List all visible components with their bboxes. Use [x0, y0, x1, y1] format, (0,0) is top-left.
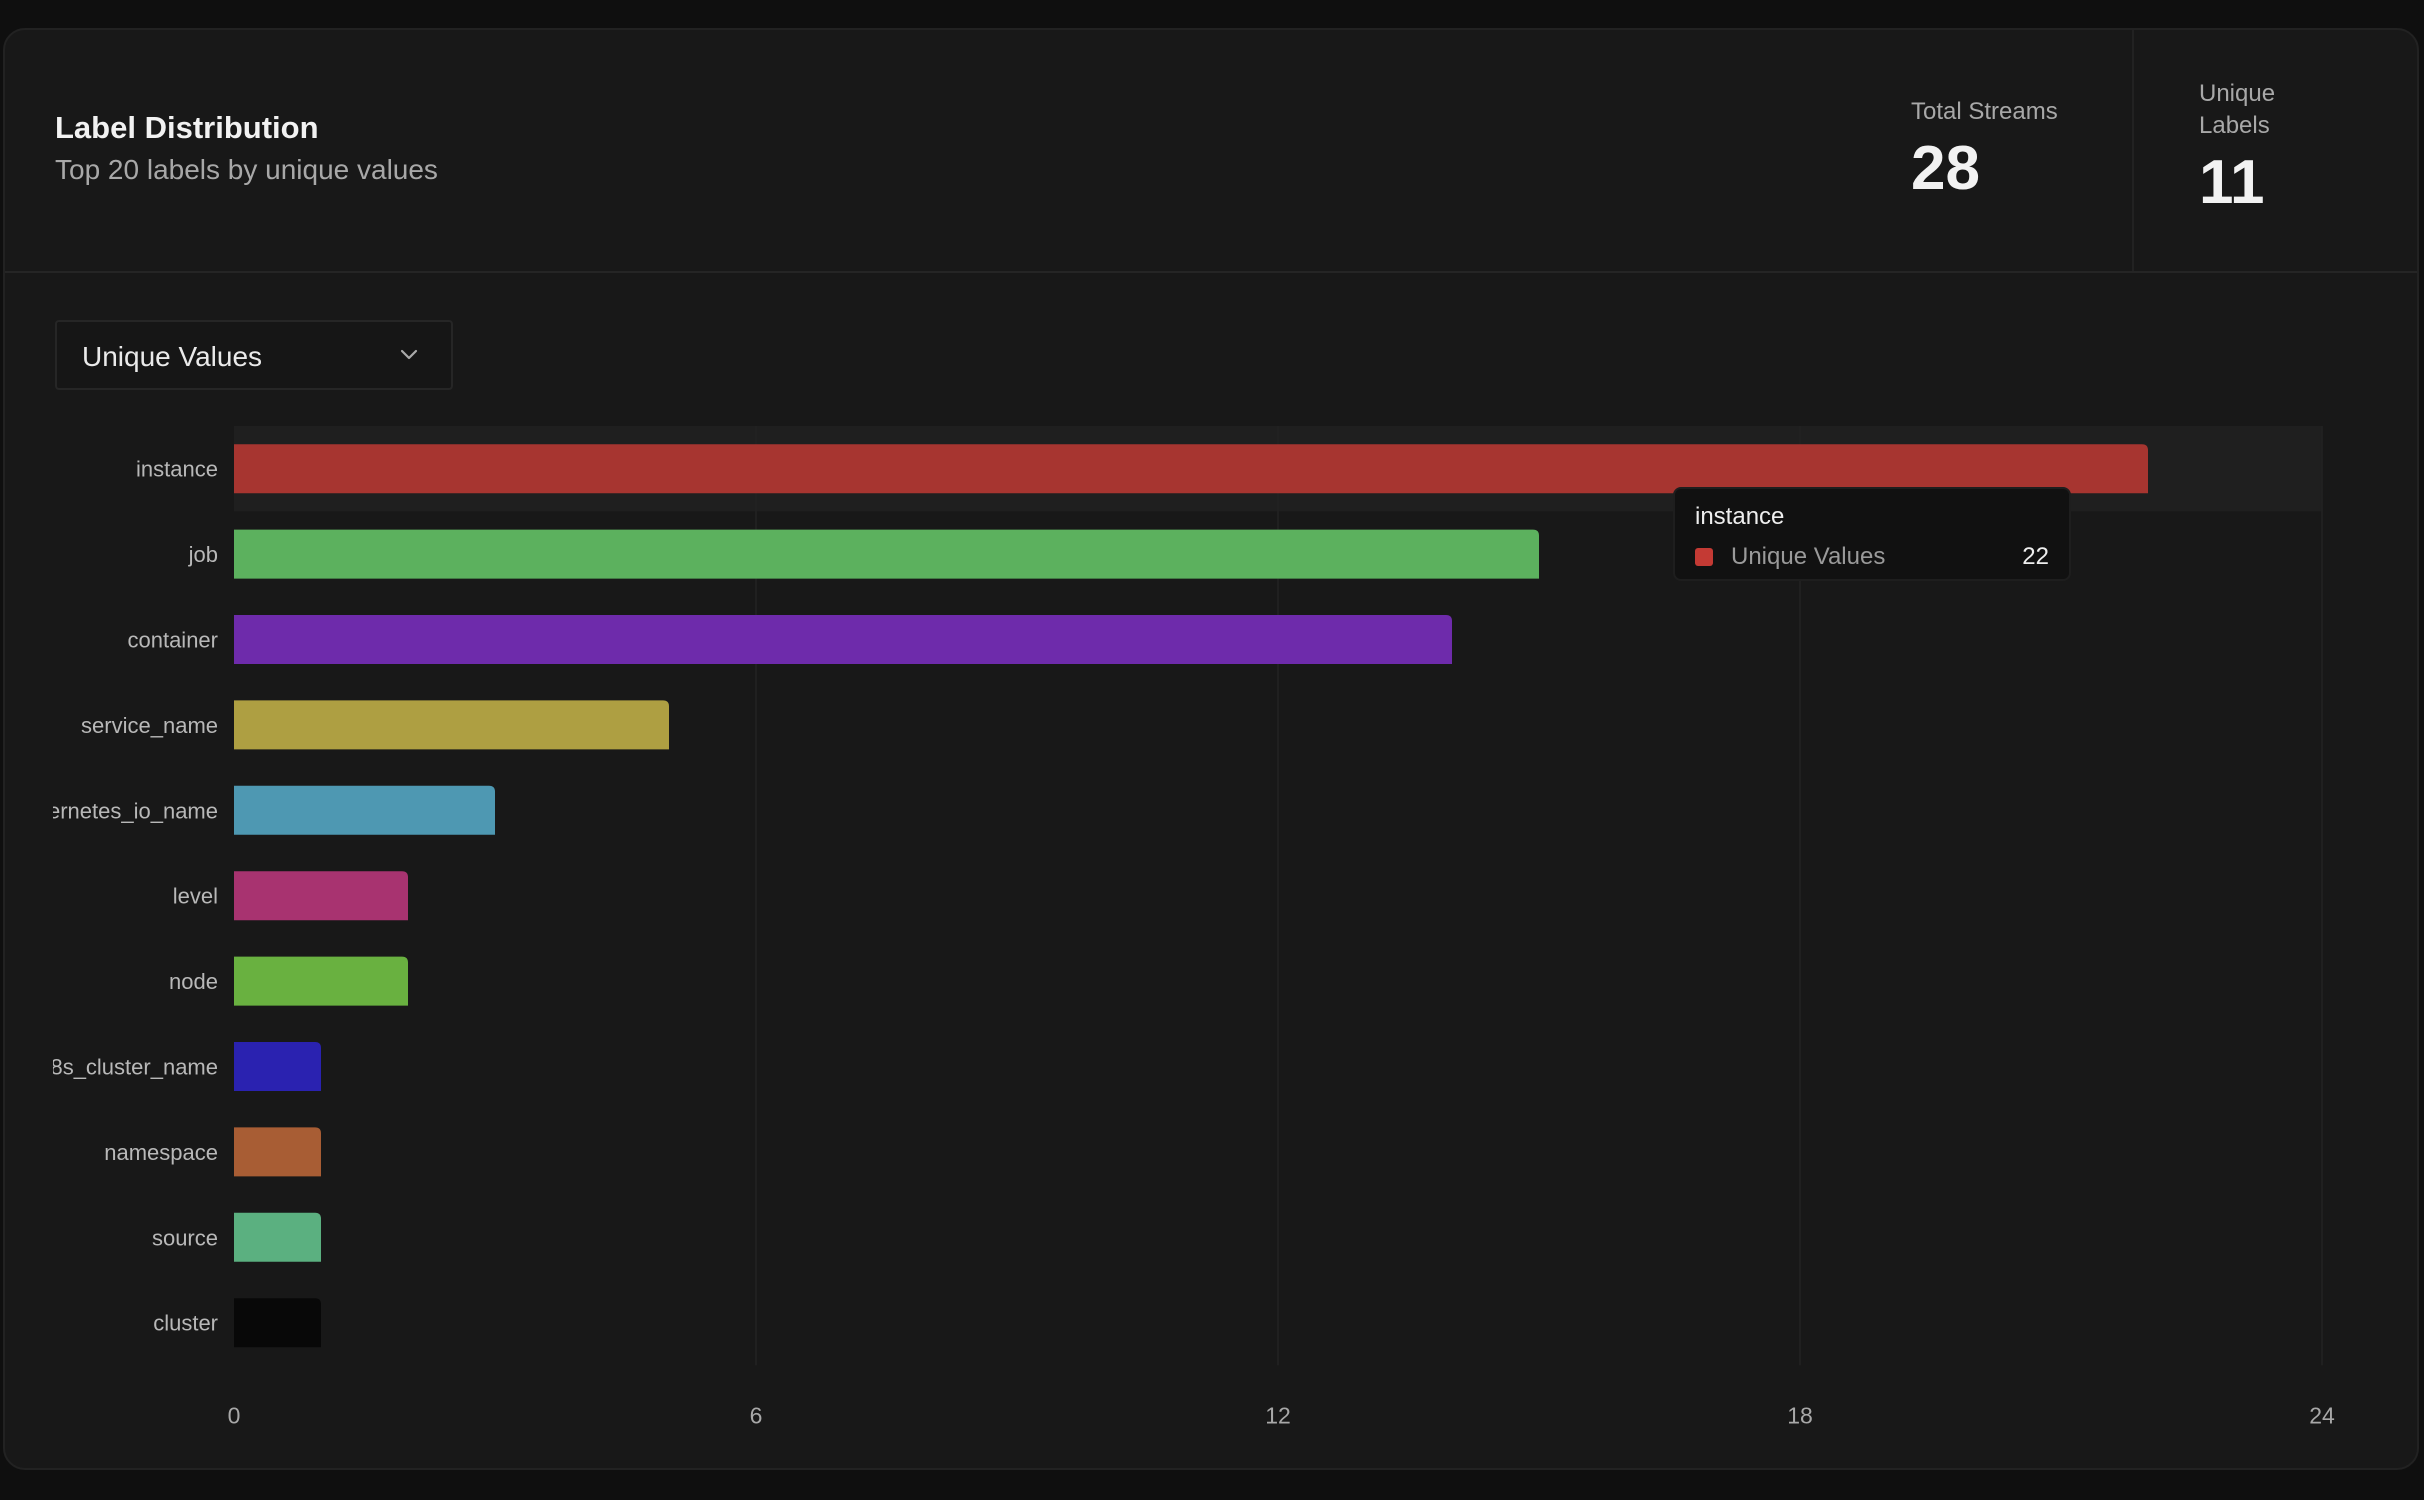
card-header: Label Distribution Top 20 labels by uniq…: [5, 30, 2417, 273]
x-tick-label: 12: [1265, 1402, 1291, 1428]
y-tick-label: k8s_cluster_name: [39, 1055, 218, 1080]
chevron-down-icon: [400, 349, 418, 360]
card-title: Label Distribution: [55, 110, 319, 145]
y-tick-label: namespace: [104, 1140, 218, 1165]
tooltip-swatch: [1695, 548, 1713, 566]
tooltip-value: 22: [2022, 543, 2049, 570]
stat-divider: [2132, 30, 2134, 271]
y-tick-label: cluster: [153, 1311, 218, 1336]
stat-label: Total Streams: [1911, 98, 2058, 125]
label-distribution-card: Label Distribution Top 20 labels by uniq…: [3, 28, 2419, 1470]
metric-select[interactable]: Unique Values: [55, 320, 453, 390]
y-tick-label: kubernetes_io_name: [13, 798, 218, 823]
x-tick-label: 0: [228, 1402, 241, 1428]
metric-select-value: Unique Values: [82, 341, 263, 372]
tooltip-series-name: Unique Values: [1731, 543, 1886, 570]
x-tick-label: 6: [750, 1402, 763, 1428]
y-tick-label: node: [169, 969, 218, 994]
bar-source: [234, 1212, 321, 1262]
bar-instance: [234, 444, 2148, 494]
y-tick-label: container: [127, 628, 218, 653]
stat-unique-labels: Unique Labels 11: [2199, 78, 2309, 218]
bar-kubernetes_io_name: [234, 785, 495, 835]
bar-job: [234, 529, 1539, 579]
stat-total-streams: Total Streams 28: [1911, 96, 2058, 204]
x-tick-label: 24: [2309, 1402, 2335, 1428]
chart-tooltip: instance Unique Values 22: [1673, 487, 2071, 581]
y-tick-label: instance: [136, 457, 218, 482]
bar-container: [234, 615, 1452, 664]
bar-node: [234, 956, 408, 1006]
bar-level: [234, 871, 408, 921]
x-tick-label: 18: [1787, 1402, 1813, 1428]
stat-value: 11: [2199, 148, 2265, 217]
bar-service_name: [234, 700, 669, 750]
y-tick-label: source: [152, 1225, 218, 1250]
stat-label: Unique Labels: [2199, 80, 2276, 139]
y-tick-label: level: [173, 884, 218, 909]
card-subtitle: Top 20 labels by unique values: [55, 154, 438, 185]
y-tick-label: service_name: [81, 713, 218, 738]
bar-namespace: [234, 1127, 321, 1177]
bar-chart: 0 6 12 18 24 instance job container service_name…: [13, 426, 2335, 1428]
bar-cluster: [234, 1298, 321, 1348]
y-tick-label: job: [188, 542, 218, 567]
tooltip-title: instance: [1695, 503, 1785, 530]
bar-k8s_cluster_name: [234, 1042, 321, 1091]
stat-value: 28: [1911, 134, 1980, 203]
